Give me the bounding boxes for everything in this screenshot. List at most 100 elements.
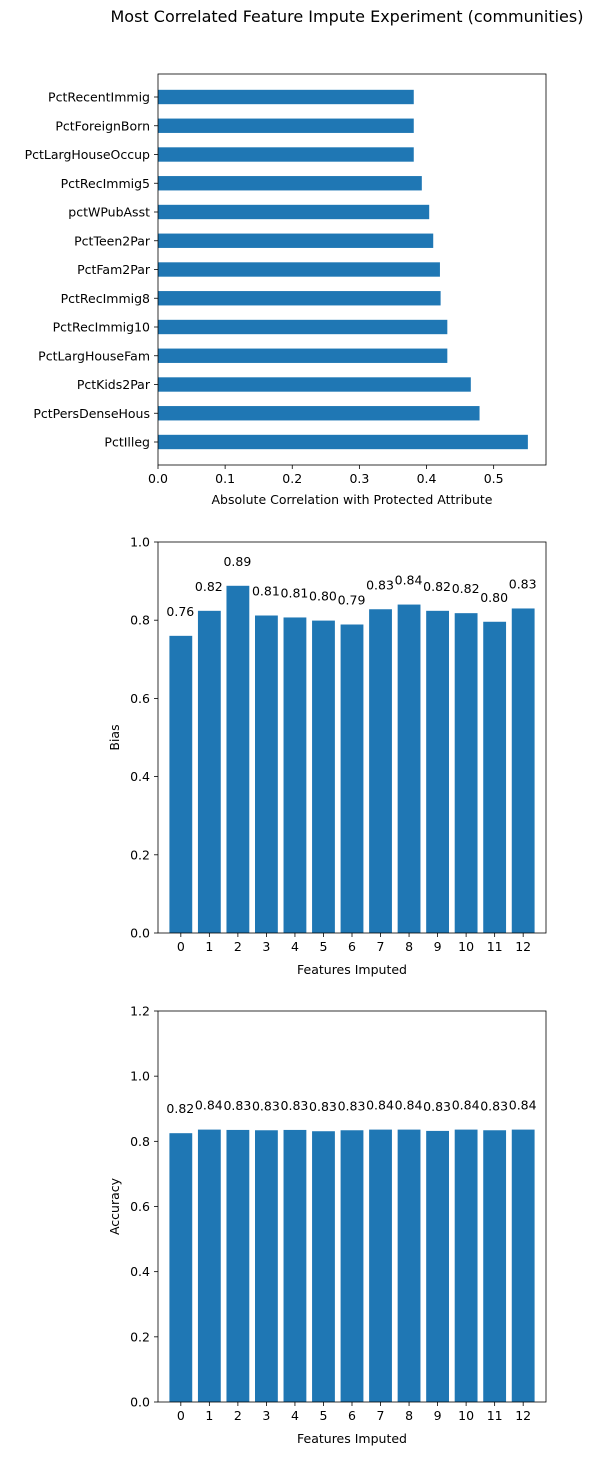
y-tick-label: 0.6: [130, 691, 150, 706]
y-tick-label: PctLargHouseOccup: [25, 147, 150, 162]
hbar-PctLargHouseOccup: [158, 147, 414, 162]
bar-11: [483, 1130, 507, 1402]
data-label: 0.83: [338, 1098, 366, 1113]
data-label: 0.83: [281, 1098, 309, 1113]
bar-8: [397, 1129, 421, 1402]
bar-9: [426, 1130, 449, 1402]
data-label: 0.79: [338, 593, 366, 608]
x-tick-label: 0.4: [417, 471, 437, 486]
x-tick-label: 0.1: [215, 471, 235, 486]
chart-1-correlation: PctIlleg PctPersDenseHous PctKids2Par PctLa…: [25, 73, 547, 507]
hbar-PctForeignBorn: [158, 118, 414, 133]
y-tick-label: 0.0: [130, 1395, 150, 1410]
hbar-PctFam2Par: [158, 262, 440, 277]
hbar-PctTeen2Par: [158, 233, 434, 248]
data-label: 0.81: [281, 585, 309, 600]
x-tick-label: 12: [515, 1408, 531, 1423]
x-tick-label: 10: [458, 939, 474, 954]
x-tick-label: 9: [434, 1408, 442, 1423]
x-tick-label: 5: [319, 1408, 327, 1423]
axes-frame: [157, 1010, 547, 1403]
y-tick-label: 1.0: [130, 1069, 150, 1084]
y-tick-label: PctRecentImmig: [48, 90, 150, 105]
data-label: 0.84: [452, 1098, 480, 1113]
bar-6: [340, 624, 364, 933]
y-tick-label: PctTeen2Par: [74, 233, 151, 248]
hbar-PctLargHouseFam: [158, 348, 448, 363]
x-tick-label: 10: [458, 1408, 474, 1423]
data-label: 0.84: [509, 1098, 537, 1113]
x-tick-label: 6: [348, 1408, 356, 1423]
chart-2-bias: 0.7600.8210.8920.8130.8140.8050.7960.837…: [107, 535, 547, 977]
bar-10: [454, 613, 478, 933]
y-tick-label: 0.2: [130, 847, 150, 862]
x-tick-label: 8: [405, 939, 413, 954]
x-tick-label: 1: [205, 1408, 213, 1423]
data-label: 0.76: [166, 604, 194, 619]
bar-9: [426, 610, 449, 933]
bar-7: [369, 609, 392, 933]
bar-12: [511, 1129, 535, 1402]
data-label: 0.84: [395, 1098, 423, 1113]
hbar-PctRecImmig10: [158, 319, 448, 335]
axes-frame: [157, 541, 547, 934]
bar-4: [283, 617, 307, 933]
x-tick-label: 5: [319, 939, 327, 954]
y-tick-label: PctRecImmig8: [61, 291, 150, 306]
data-label: 0.83: [480, 1098, 508, 1113]
y-tick-label: 0.8: [130, 1134, 150, 1149]
y-tick-label: PctLargHouseFam: [38, 348, 150, 363]
hbar-PctRecentImmig: [158, 89, 414, 105]
data-label: 0.83: [309, 1099, 337, 1114]
x-tick-label: 3: [262, 1408, 270, 1423]
y-axis-label: Accuracy: [107, 1177, 122, 1235]
data-label: 0.82: [452, 581, 480, 596]
bar-0: [169, 1133, 193, 1402]
y-tick-label: 0.2: [130, 1329, 150, 1344]
data-label: 0.82: [195, 579, 223, 594]
x-tick-label: 0: [177, 1408, 185, 1423]
x-tick-label: 0.2: [282, 471, 302, 486]
x-tick-label: 11: [487, 1408, 503, 1423]
bar-8: [397, 604, 421, 933]
y-tick-label: 1.0: [130, 535, 150, 550]
x-axis-label: Features Imputed: [297, 962, 407, 977]
hbar-PctIlleg: [158, 434, 528, 450]
data-label: 0.81: [252, 584, 280, 599]
bar-4: [283, 1129, 307, 1402]
data-label: 0.84: [195, 1098, 223, 1113]
bar-7: [369, 1129, 392, 1402]
y-tick-label: PctKids2Par: [77, 377, 151, 392]
bar-5: [312, 1131, 335, 1402]
y-tick-label: PctIlleg: [104, 435, 150, 450]
x-axis-label: Absolute Correlation with Protected Attr…: [212, 492, 493, 507]
data-label: 0.82: [166, 1101, 194, 1116]
data-label: 0.83: [366, 577, 394, 592]
bar-5: [312, 620, 335, 933]
bar-3: [255, 1130, 278, 1402]
hbar-PctKids2Par: [158, 377, 471, 392]
bar-6: [340, 1130, 364, 1402]
data-label: 0.83: [252, 1098, 280, 1113]
x-tick-label: 12: [515, 939, 531, 954]
bar-2: [226, 585, 250, 933]
x-tick-label: 2: [234, 1408, 242, 1423]
x-tick-label: 4: [291, 1408, 299, 1423]
data-label: 0.83: [509, 576, 537, 591]
bar-3: [255, 615, 278, 933]
hbar-pctWPubAsst: [158, 204, 430, 220]
x-tick-label: 8: [405, 1408, 413, 1423]
data-label: 0.83: [423, 1099, 451, 1114]
y-tick-label: pctWPubAsst: [68, 205, 150, 220]
x-tick-label: 7: [377, 1408, 385, 1423]
x-tick-label: 0.5: [484, 471, 504, 486]
bar-10: [454, 1129, 478, 1402]
data-label: 0.89: [223, 554, 251, 569]
bar-0: [169, 635, 193, 933]
bar-1: [197, 1129, 221, 1402]
y-tick-label: PctRecImmig5: [61, 176, 150, 191]
figure-title: Most Correlated Feature Impute Experimen…: [110, 7, 584, 26]
x-tick-label: 0.3: [349, 471, 369, 486]
data-label: 0.82: [423, 579, 451, 594]
